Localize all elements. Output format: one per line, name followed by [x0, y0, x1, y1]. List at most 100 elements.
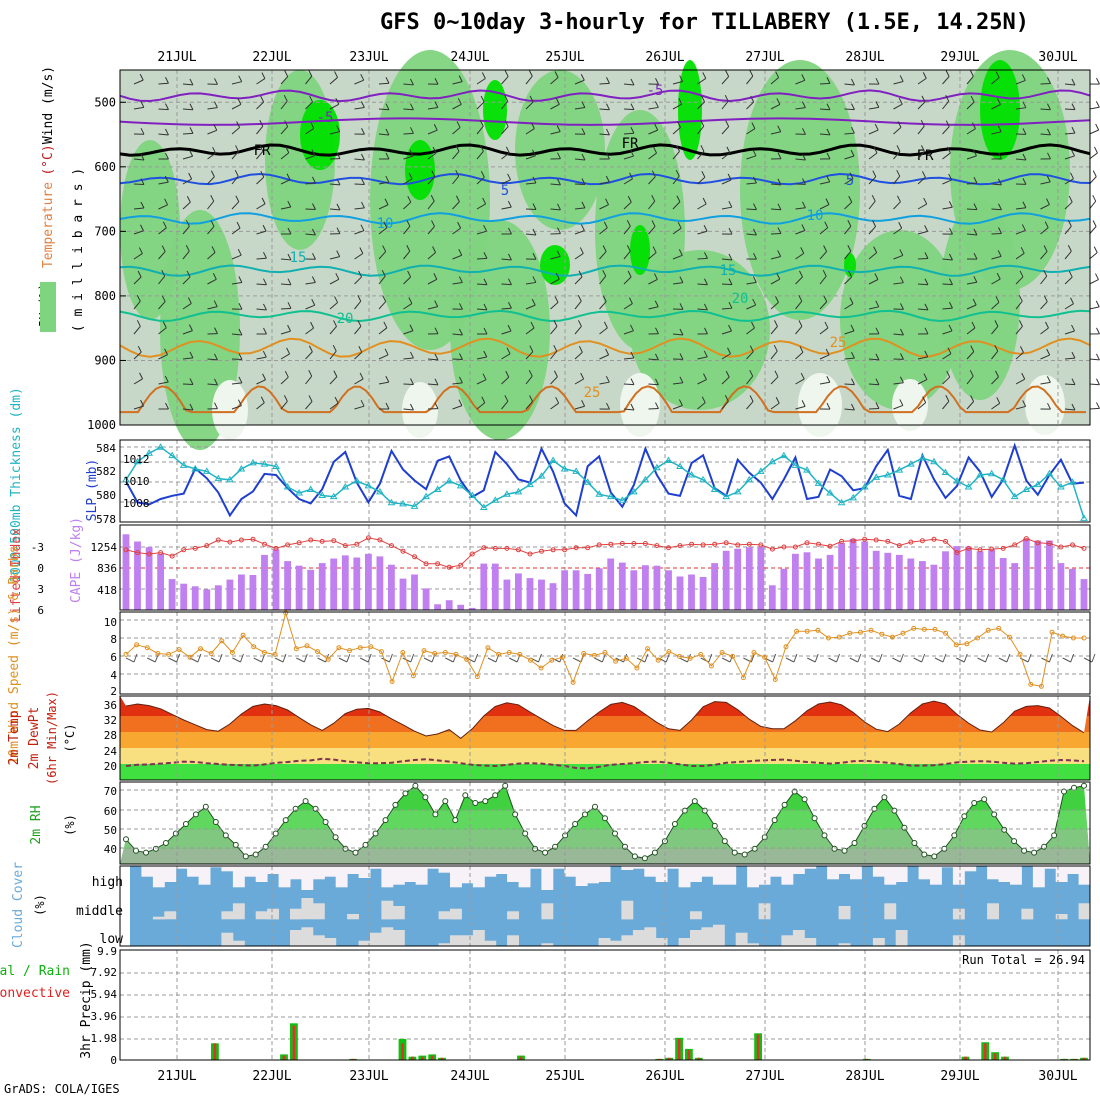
cloud-low-bar-29: [461, 935, 473, 946]
cape-bar-11: [250, 575, 257, 610]
cape-tick-1254: 1254: [91, 541, 118, 554]
rh2m-point-20: [323, 820, 328, 825]
cape-bar-8: [215, 585, 222, 610]
lifted-index-tick-0: 0: [37, 562, 44, 575]
surface-wind-barb: [978, 658, 986, 662]
date-label-top-3: 24JUL: [450, 50, 489, 65]
date-label-bottom-7: 28JUL: [845, 1069, 884, 1084]
cloud-high-clear-9: [233, 866, 245, 887]
isotherm-label-11: 20: [337, 311, 354, 327]
cloud-row-label-high: high: [92, 875, 123, 890]
wind-barb: [1090, 408, 1100, 409]
cloud-high-clear-66: [884, 866, 896, 885]
cape-bar-37: [550, 583, 557, 610]
cape-bar-59: [804, 552, 811, 610]
cloud-low-bar-45: [644, 927, 656, 946]
wind-barb: [845, 384, 855, 385]
cloud-middle-bar-49: [690, 911, 702, 919]
surface-wind-barb: [147, 658, 155, 662]
cape-bar-27: [434, 604, 441, 610]
date-label-top-0: 21JUL: [157, 50, 196, 65]
cape-bar-17: [319, 563, 326, 610]
rh2m-tick-40: 40: [104, 843, 117, 856]
rh2m-point-16: [283, 818, 288, 823]
cape-bar-7: [203, 589, 210, 610]
wind-tick-10: 10: [104, 616, 117, 629]
date-label-top-9: 30JUL: [1038, 50, 1077, 65]
rh2m-axis-unit: (%): [63, 814, 77, 836]
cape-bar-68: [907, 559, 914, 611]
cloud-low-bar-28: [450, 935, 462, 946]
cloud-middle-bar-78: [1021, 909, 1033, 920]
cape-bar-82: [1069, 569, 1076, 610]
cloud-middle-bar-15: [301, 898, 313, 919]
temp-band-3: [120, 748, 1090, 764]
cloud-high-clear-75: [987, 866, 999, 879]
surface-wind-barb: [829, 658, 837, 662]
surface-wind-barb-flag: [666, 654, 669, 662]
rh2m-point-11: [233, 842, 238, 847]
wind-barb: [600, 83, 610, 84]
rh2m-point-79: [912, 841, 917, 846]
cape-bar-2: [146, 547, 153, 610]
surface-wind-barb-flag: [1028, 654, 1031, 662]
cloud-high-clear-23: [393, 866, 405, 885]
cape-bar-71: [942, 551, 949, 610]
surface-wind-barb-flag: [219, 654, 222, 662]
cloud-middle-bar-9: [233, 903, 245, 919]
wind-barb: [404, 133, 414, 134]
rh2m-point-22: [343, 846, 348, 851]
wind-barb: [967, 209, 977, 210]
rh2m-point-3: [153, 846, 158, 851]
temp-tick-20: 20: [104, 760, 117, 773]
rh2m-point-33: [453, 818, 458, 823]
precip-convective-bar-87: [984, 1043, 987, 1060]
pressure-tick-600: 600: [94, 160, 116, 174]
cloud-high-clear-82: [1067, 866, 1079, 874]
cape-bar-14: [284, 561, 291, 610]
rh2m-point-40: [523, 831, 528, 836]
surface-wind-barb-flag: [879, 654, 882, 662]
rh2m-tick-70: 70: [104, 785, 117, 798]
surface-wind-barb-flag: [815, 654, 818, 662]
temp-axis-label-4: (°C): [63, 724, 77, 753]
cape-bar-13: [273, 549, 280, 610]
rh2m-point-83: [952, 833, 957, 838]
surface-wind-barb: [1063, 658, 1071, 662]
precip-convective-bar-9: [214, 1043, 217, 1060]
surface-wind-barb: [999, 658, 1007, 662]
rh2m-point-85: [972, 801, 977, 806]
cloud-low-bar-43: [621, 935, 633, 946]
wind-barb: [1065, 109, 1075, 110]
rh2m-point-28: [403, 791, 408, 796]
surface-wind-barb-flag: [347, 654, 350, 662]
wind-barb: [624, 109, 634, 110]
temp-axis-label-3: (6hr Min/Max): [45, 691, 59, 785]
wind-barb: [747, 209, 757, 210]
cloud-high-clear-30: [473, 866, 485, 887]
rh2m-point-77: [892, 808, 897, 813]
precip-tick-7.92: 7.92: [91, 966, 118, 979]
slp-tick-1012: 1012: [123, 453, 150, 466]
cloud-high-clear-69: [919, 866, 931, 879]
cloud-middle-bar-8: [221, 911, 233, 919]
lifted-index-tick-3: 3: [37, 583, 44, 596]
cloud-high-clear-72: [953, 866, 965, 885]
wind-barb: [159, 109, 169, 110]
wind-barb: [918, 258, 928, 259]
rh-area-6: [740, 60, 860, 320]
slp-tick-1008: 1008: [123, 497, 150, 510]
cloud-high-clear-13: [279, 866, 291, 887]
cape-bar-36: [538, 580, 545, 610]
date-label-top-8: 29JUL: [940, 50, 979, 65]
cloud-high-clear-62: [839, 866, 851, 874]
surface-wind-barb-flag: [858, 654, 861, 662]
cape-bar-62: [838, 543, 845, 610]
rh2m-point-45: [573, 822, 578, 827]
rh2m-point-78: [902, 825, 907, 830]
date-label-top-6: 27JUL: [745, 50, 784, 65]
date-label-bottom-6: 27JUL: [745, 1069, 784, 1084]
surface-wind-barb-flag: [538, 654, 541, 662]
cloud-high-clear-10: [244, 866, 256, 877]
surface-wind-barb-flag: [411, 654, 414, 662]
